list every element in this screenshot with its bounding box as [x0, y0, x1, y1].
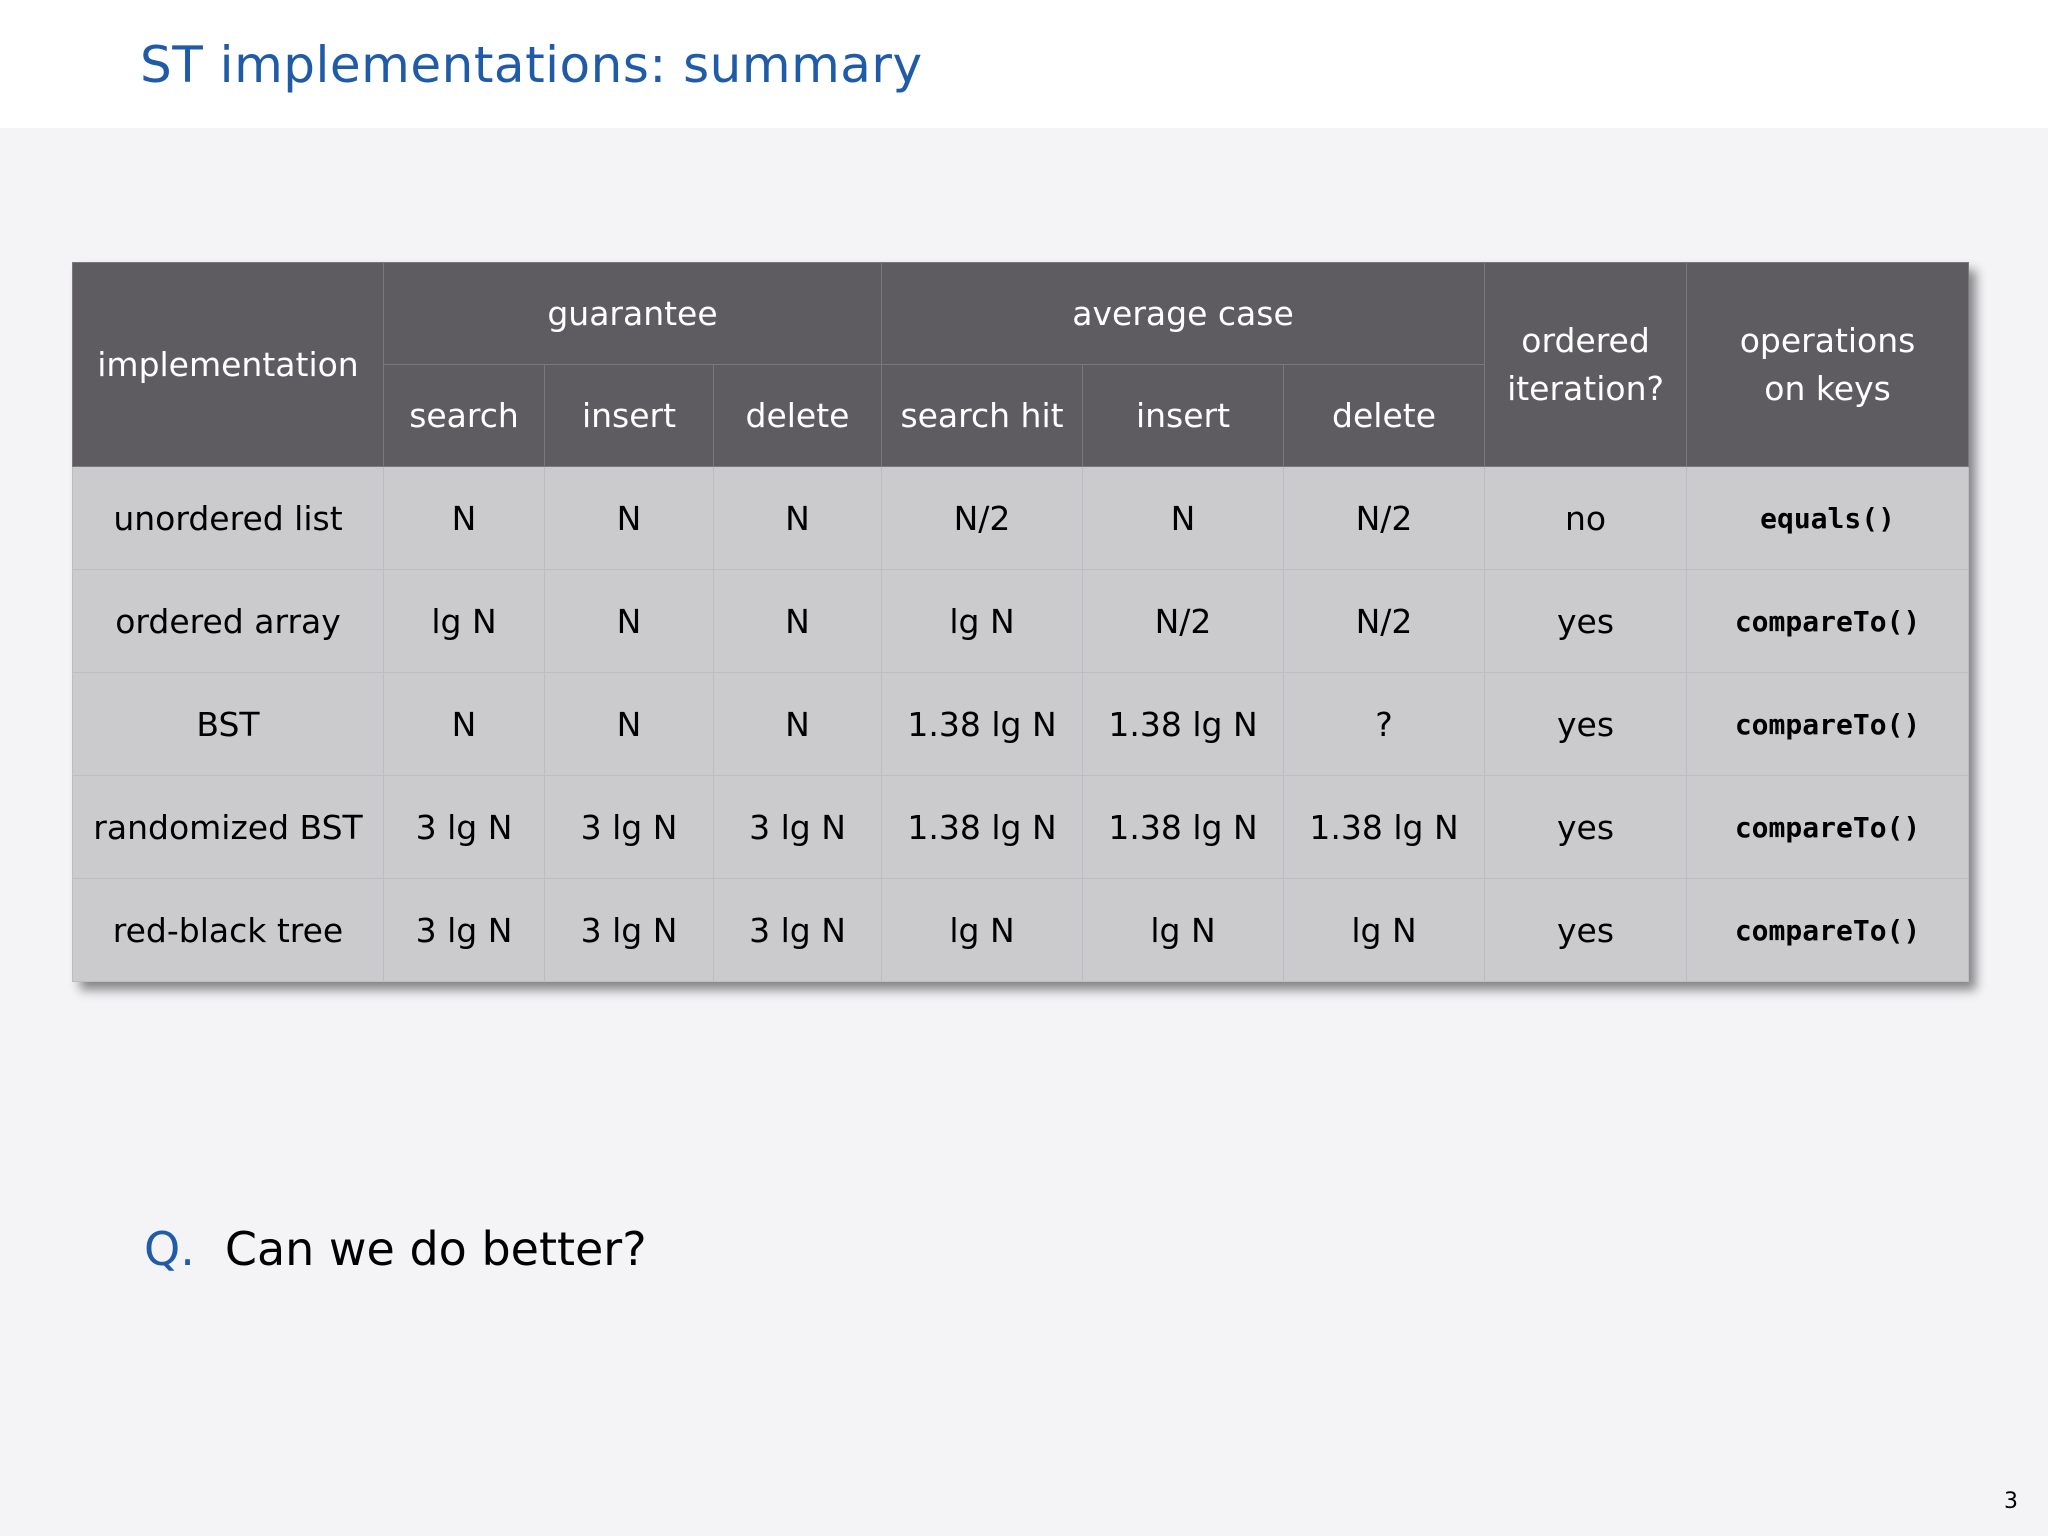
question-text: Can we do better?	[224, 1222, 647, 1276]
cell-average-search-hit: lg N	[881, 569, 1084, 673]
cell-average-insert: lg N	[1082, 878, 1285, 982]
header-guarantee-insert: insert	[544, 364, 714, 467]
cell-guarantee-delete: N	[712, 672, 883, 776]
cell-ordered-iteration: yes	[1484, 569, 1688, 673]
header-average-case: average case	[881, 262, 1486, 365]
cell-average-delete: N/2	[1283, 569, 1486, 673]
cell-average-insert: 1.38 lg N	[1082, 672, 1285, 776]
cell-guarantee-insert: N	[544, 672, 714, 776]
cell-average-search-hit: 1.38 lg N	[881, 672, 1084, 776]
cell-average-delete: ?	[1283, 672, 1486, 776]
cell-ordered-iteration: no	[1484, 466, 1688, 570]
cell-guarantee-search: lg N	[383, 569, 545, 673]
header-implementation: implementation	[72, 262, 384, 467]
header-guarantee-delete: delete	[712, 364, 883, 467]
cell-implementation: red-black tree	[72, 878, 384, 982]
cell-operations-on-keys: compareTo()	[1686, 672, 1970, 776]
cell-guarantee-search: N	[383, 672, 545, 776]
cell-guarantee-search: 3 lg N	[383, 775, 545, 879]
cell-average-delete: N/2	[1283, 466, 1486, 570]
table-row: randomized BST 3 lg N 3 lg N 3 lg N 1.38…	[72, 775, 1970, 879]
table-body: unordered list N N N N/2 N N/2 no equals…	[72, 466, 1970, 982]
cell-operations-on-keys: compareTo()	[1686, 878, 1970, 982]
cell-average-insert: N/2	[1082, 569, 1285, 673]
cell-operations-on-keys: compareTo()	[1686, 775, 1970, 879]
summary-table-container: implementation guarantee average case or…	[72, 262, 1970, 982]
table-header: implementation guarantee average case or…	[72, 262, 1970, 467]
question-label: Q.	[144, 1222, 195, 1276]
cell-implementation: unordered list	[72, 466, 384, 570]
cell-implementation: ordered array	[72, 569, 384, 673]
cell-operations-on-keys: compareTo()	[1686, 569, 1970, 673]
cell-guarantee-insert: N	[544, 569, 714, 673]
cell-operations-on-keys: equals()	[1686, 466, 1970, 570]
title-bar: ST implementations: summary	[0, 0, 2048, 128]
cell-ordered-iteration: yes	[1484, 878, 1688, 982]
cell-guarantee-insert: 3 lg N	[544, 878, 714, 982]
header-guarantee-search: search	[383, 364, 545, 467]
cell-guarantee-insert: 3 lg N	[544, 775, 714, 879]
cell-guarantee-insert: N	[544, 466, 714, 570]
cell-implementation: BST	[72, 672, 384, 776]
cell-average-insert: N	[1082, 466, 1285, 570]
header-average-search-hit: search hit	[881, 364, 1084, 467]
summary-table: implementation guarantee average case or…	[72, 262, 1970, 982]
table-row: ordered array lg N N N lg N N/2 N/2 yes …	[72, 569, 1970, 673]
page-number: 3	[2004, 1489, 2018, 1514]
cell-guarantee-search: N	[383, 466, 545, 570]
header-operations-on-keys: operations on keys	[1686, 262, 1970, 467]
cell-ordered-iteration: yes	[1484, 672, 1688, 776]
header-ordered-iteration: ordered iteration?	[1484, 262, 1688, 467]
cell-guarantee-delete: N	[712, 466, 883, 570]
slide-title: ST implementations: summary	[140, 36, 923, 94]
cell-average-insert: 1.38 lg N	[1082, 775, 1285, 879]
header-average-insert: insert	[1082, 364, 1285, 467]
cell-average-delete: 1.38 lg N	[1283, 775, 1486, 879]
question: Q. Can we do better?	[144, 1222, 647, 1276]
cell-guarantee-delete: 3 lg N	[712, 775, 883, 879]
table-row: BST N N N 1.38 lg N 1.38 lg N ? yes comp…	[72, 672, 1970, 776]
cell-average-delete: lg N	[1283, 878, 1486, 982]
header-average-delete: delete	[1283, 364, 1486, 467]
cell-guarantee-delete: N	[712, 569, 883, 673]
cell-average-search-hit: N/2	[881, 466, 1084, 570]
header-guarantee: guarantee	[382, 262, 883, 365]
cell-guarantee-delete: 3 lg N	[712, 878, 883, 982]
cell-average-search-hit: lg N	[881, 878, 1084, 982]
cell-average-search-hit: 1.38 lg N	[881, 775, 1084, 879]
cell-implementation: randomized BST	[72, 775, 384, 879]
cell-ordered-iteration: yes	[1484, 775, 1688, 879]
table-row: red-black tree 3 lg N 3 lg N 3 lg N lg N…	[72, 878, 1970, 982]
cell-guarantee-search: 3 lg N	[383, 878, 545, 982]
table-row: unordered list N N N N/2 N N/2 no equals…	[72, 466, 1970, 570]
